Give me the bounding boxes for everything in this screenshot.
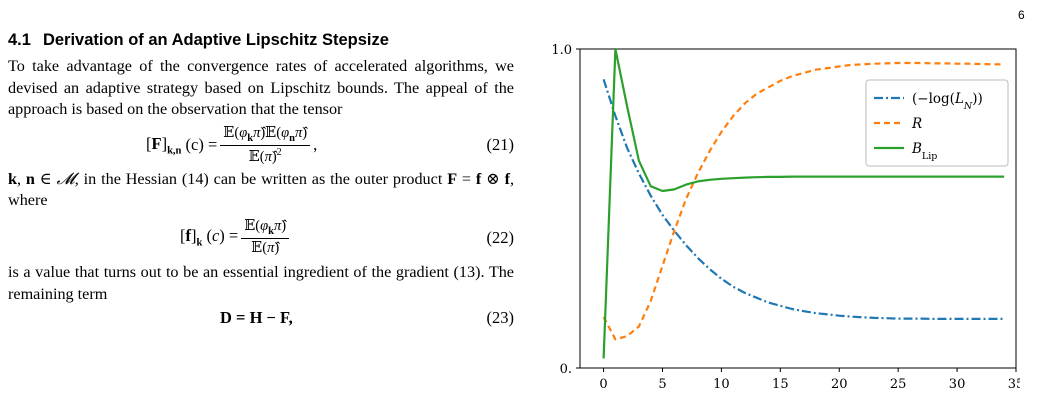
x-tick-label: 15 [772, 377, 789, 392]
x-tick-label: 5 [658, 377, 666, 392]
x-tick-label: 20 [831, 377, 848, 392]
paragraph2-text-a: , in the Hessian (14) can be written as … [74, 169, 443, 188]
section-title: Derivation of an Adaptive Lipschitz Step… [42, 31, 389, 49]
series-line-0 [602, 78, 1005, 320]
series-line-2 [602, 47, 1005, 359]
legend-label: R [911, 116, 922, 132]
page-number: 6 [1018, 8, 1025, 22]
plot-frame [579, 48, 1017, 369]
paragraph-intro: To take advantage of the convergence rat… [8, 57, 514, 119]
paragraph-outer-product: k, n ∈ 𝓜, in the Hessian (14) can be wri… [8, 169, 515, 210]
legend-label: BLip [911, 141, 937, 162]
x-tick-label: 30 [949, 377, 966, 392]
paragraph2-text-b: , where [8, 169, 515, 210]
equation-22: [f]k (c) = 𝔼(φkπ̂) 𝔼(π̂) (22) [180, 217, 515, 256]
eq23-number: (23) [486, 308, 515, 328]
y-tick-label: 1.0 [551, 43, 572, 58]
eq21-number: (21) [486, 134, 515, 154]
convergence-chart: 0 5 10 15 20 25 30 35 0. 1.0 (−log(LN)) R BLip [551, 43, 1020, 392]
equation-23: D = H − F, (23) [8, 305, 514, 331]
section-heading: 4.1 Derivation of an Adaptive Lipschitz S… [8, 30, 514, 50]
eq21-lhs-tail: (c) = [185, 135, 218, 155]
legend-label: (−log(LN)) [912, 91, 983, 112]
x-tick-label: 35 [1008, 377, 1020, 392]
paragraph-gradient: is a value that turns out to be an essen… [8, 262, 514, 303]
eq23-body: D = H − F, [220, 308, 293, 328]
legend-box [865, 79, 1009, 167]
eq22-number: (22) [486, 227, 515, 247]
y-tick-label: 0. [560, 362, 572, 377]
section-number: 4.1 [8, 31, 31, 49]
x-tick-label: 0 [599, 377, 607, 392]
text-column: 4.1 Derivation of an Adaptive Lipschitz S… [8, 30, 514, 331]
x-tick-label: 25 [890, 377, 907, 392]
series-line-1 [602, 61, 1005, 341]
x-tick-label: 10 [713, 377, 730, 392]
equation-21: [F]k,n (c) = 𝔼(φkπ̂)𝔼(φnπ̂) 𝔼(π̂)2 , (21… [146, 124, 515, 165]
